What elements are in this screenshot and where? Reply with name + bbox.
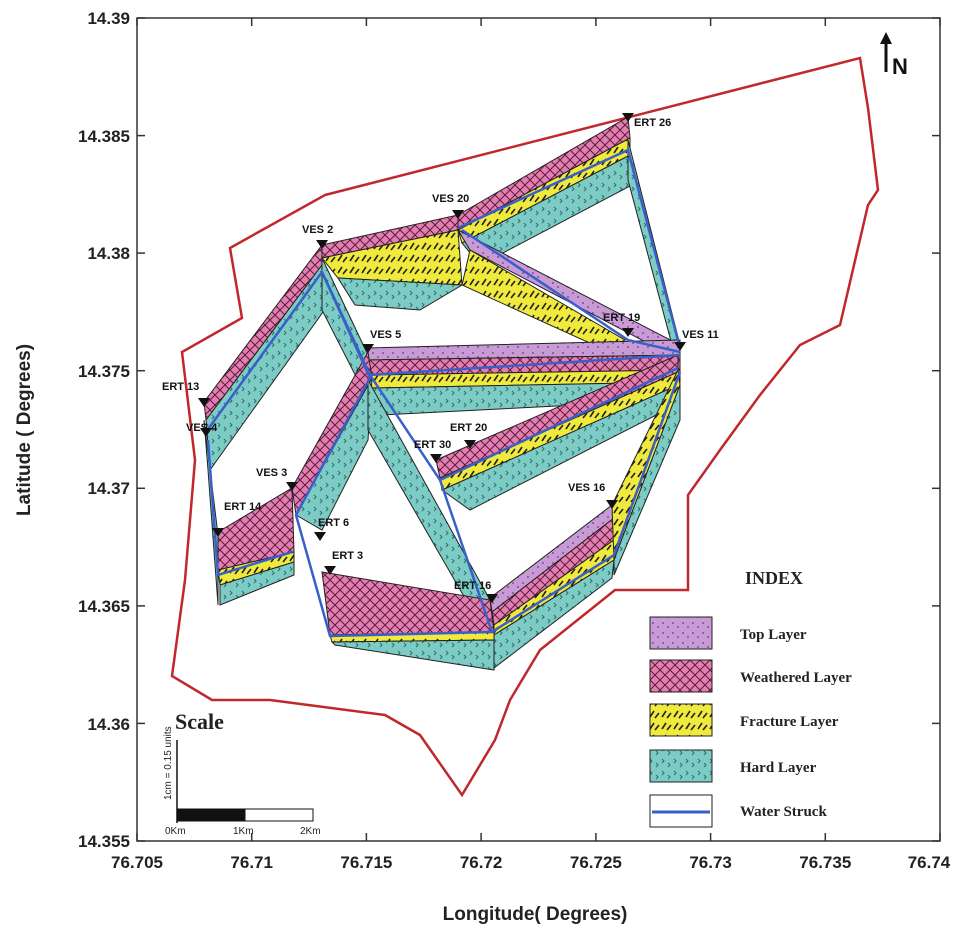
panel-hard xyxy=(205,263,329,472)
svg-text:VES 20: VES 20 xyxy=(432,193,469,205)
legend-item-weathered-layer: Weathered Layer xyxy=(649,659,852,693)
scale-bar: Scale 0Km 1Km 2Km 1cm = 0.15 units xyxy=(163,709,321,837)
svg-text:ERT 30: ERT 30 xyxy=(414,439,451,451)
station-ves-4: VES 4 xyxy=(186,422,218,437)
svg-text:VES 3: VES 3 xyxy=(256,467,287,479)
x-tick-labels: 76.705 76.71 76.715 76.72 76.725 76.73 7… xyxy=(111,853,951,872)
svg-text:ERT 26: ERT 26 xyxy=(634,117,671,129)
x-axis-ticks xyxy=(136,18,941,841)
svg-text:Fracture Layer: Fracture Layer xyxy=(740,714,839,730)
legend-item-fracture-layer: Fracture Layer xyxy=(649,703,839,737)
scale-vertical-label: 1cm = 0.15 units xyxy=(163,726,174,800)
x-tick-label: 76.71 xyxy=(230,853,273,872)
svg-text:Water Struck: Water Struck xyxy=(740,804,827,820)
station-ert-16: ERT 16 xyxy=(454,580,498,603)
legend: INDEX Top Layer Weathered Layer Fracture… xyxy=(649,568,852,828)
legend-title: INDEX xyxy=(745,568,803,588)
svg-text:VES 16: VES 16 xyxy=(568,482,605,494)
scale-title: Scale xyxy=(175,709,224,734)
water-struck-lines xyxy=(204,148,682,638)
station-ert-6: ERT 6 xyxy=(314,517,349,541)
station-ves-3: VES 3 xyxy=(256,467,298,491)
svg-text:ERT 20: ERT 20 xyxy=(450,422,487,434)
svg-text:ERT 19: ERT 19 xyxy=(603,312,640,324)
north-arrow: N xyxy=(880,32,908,79)
x-tick-label: 76.715 xyxy=(340,853,392,872)
svg-text:Weathered Layer: Weathered Layer xyxy=(740,670,852,686)
x-axis-title: Longitude( Degrees) xyxy=(443,904,628,925)
legend-item-water-struck: Water Struck xyxy=(649,794,827,828)
station-ert-30: ERT 30 xyxy=(414,439,451,463)
y-axis-ticks xyxy=(137,17,940,842)
x-tick-label: 76.725 xyxy=(570,853,622,872)
svg-text:Top Layer: Top Layer xyxy=(740,627,807,643)
station-ert-26: ERT 26 xyxy=(622,113,671,129)
station-ves-11: VES 11 xyxy=(674,329,719,351)
x-tick-label: 76.705 xyxy=(111,853,163,872)
y-tick-label: 14.36 xyxy=(87,715,130,734)
svg-text:ERT 3: ERT 3 xyxy=(332,550,363,562)
svg-text:VES 4: VES 4 xyxy=(186,422,218,434)
station-ert-14: ERT 14 xyxy=(212,501,262,537)
scale-tick: 1Km xyxy=(233,826,254,837)
y-tick-label: 14.375 xyxy=(78,362,130,381)
station-ves-2: VES 2 xyxy=(302,224,333,249)
y-tick-labels: 14.39 14.385 14.38 14.375 14.37 14.365 1… xyxy=(78,9,130,851)
x-tick-label: 76.74 xyxy=(908,853,951,872)
station-ves-5: VES 5 xyxy=(362,329,401,353)
station-ert-19: ERT 19 xyxy=(603,312,640,337)
panel-hard xyxy=(330,639,495,671)
station-ert-20: ERT 20 xyxy=(450,422,487,449)
svg-text:ERT 16: ERT 16 xyxy=(454,580,491,592)
station-ert-13: ERT 13 xyxy=(162,381,210,407)
legend-item-hard-layer: Hard Layer xyxy=(649,749,817,783)
plot-frame xyxy=(136,17,941,842)
svg-text:VES 5: VES 5 xyxy=(370,329,401,341)
y-tick-label: 14.38 xyxy=(87,244,130,263)
panel-hard xyxy=(613,384,681,576)
y-tick-label: 14.385 xyxy=(78,127,130,146)
svg-text:VES 2: VES 2 xyxy=(302,224,333,236)
station-ert-3: ERT 3 xyxy=(324,550,363,575)
scale-tick: 2Km xyxy=(300,826,321,837)
panel-hard xyxy=(337,277,464,311)
x-tick-label: 76.735 xyxy=(799,853,851,872)
y-tick-label: 14.355 xyxy=(78,832,130,851)
panel-hard xyxy=(219,561,295,606)
x-tick-label: 76.72 xyxy=(460,853,503,872)
station-ves-16: VES 16 xyxy=(568,482,618,509)
north-label: N xyxy=(892,54,908,79)
svg-text:ERT 6: ERT 6 xyxy=(318,517,349,529)
legend-item-top-layer: Top Layer xyxy=(649,616,807,650)
station-ves-20: VES 20 xyxy=(432,193,469,219)
svg-text:ERT 13: ERT 13 xyxy=(162,381,199,393)
stations: ERT 26 VES 20 VES 2 ERT 19 VES 11 VES 5 … xyxy=(162,113,719,603)
y-tick-label: 14.365 xyxy=(78,597,130,616)
y-axis-title: Latitude ( Degrees) xyxy=(14,344,35,516)
svg-text:VES 11: VES 11 xyxy=(682,329,719,341)
panel-fracture xyxy=(461,249,627,351)
panel-hard xyxy=(295,377,373,531)
scale-tick: 0Km xyxy=(165,826,186,837)
y-tick-label: 14.39 xyxy=(87,9,130,28)
panel-hard xyxy=(493,559,615,670)
study-area-boundary xyxy=(170,56,880,798)
svg-text:Hard Layer: Hard Layer xyxy=(740,760,817,776)
y-tick-label: 14.37 xyxy=(87,479,130,498)
svg-text:ERT 14: ERT 14 xyxy=(224,501,262,513)
x-tick-label: 76.73 xyxy=(689,853,732,872)
